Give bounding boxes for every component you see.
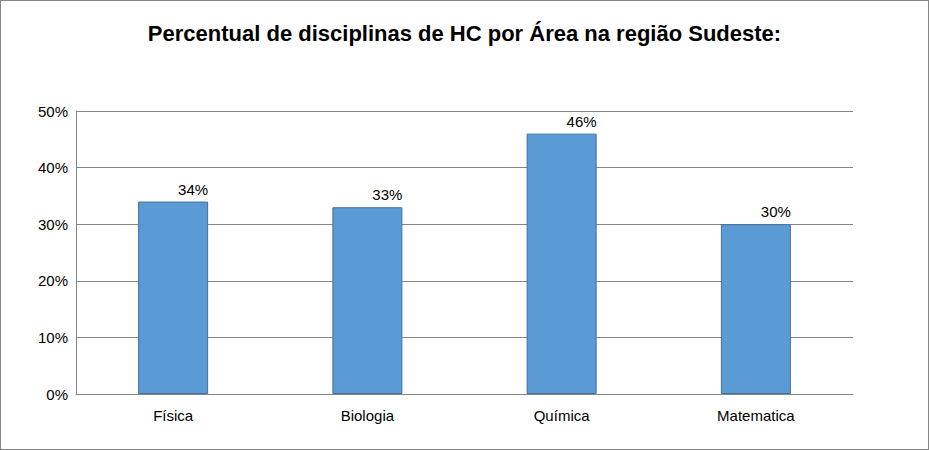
svg-text:33%: 33% <box>372 186 402 203</box>
svg-text:40%: 40% <box>38 159 68 176</box>
svg-text:0%: 0% <box>46 386 68 403</box>
svg-text:46%: 46% <box>567 113 597 130</box>
svg-text:50%: 50% <box>38 103 68 120</box>
svg-text:30%: 30% <box>761 203 791 220</box>
svg-text:20%: 20% <box>38 272 68 289</box>
svg-text:Matematica: Matematica <box>717 407 795 424</box>
svg-text:30%: 30% <box>38 216 68 233</box>
svg-text:Química: Química <box>534 407 591 424</box>
svg-text:Física: Física <box>153 407 194 424</box>
svg-text:34%: 34% <box>178 181 208 198</box>
svg-text:Percentual de disciplinas de H: Percentual de disciplinas de HC por Área… <box>148 21 781 46</box>
svg-text:10%: 10% <box>38 329 68 346</box>
svg-text:Biologia: Biologia <box>341 407 395 424</box>
